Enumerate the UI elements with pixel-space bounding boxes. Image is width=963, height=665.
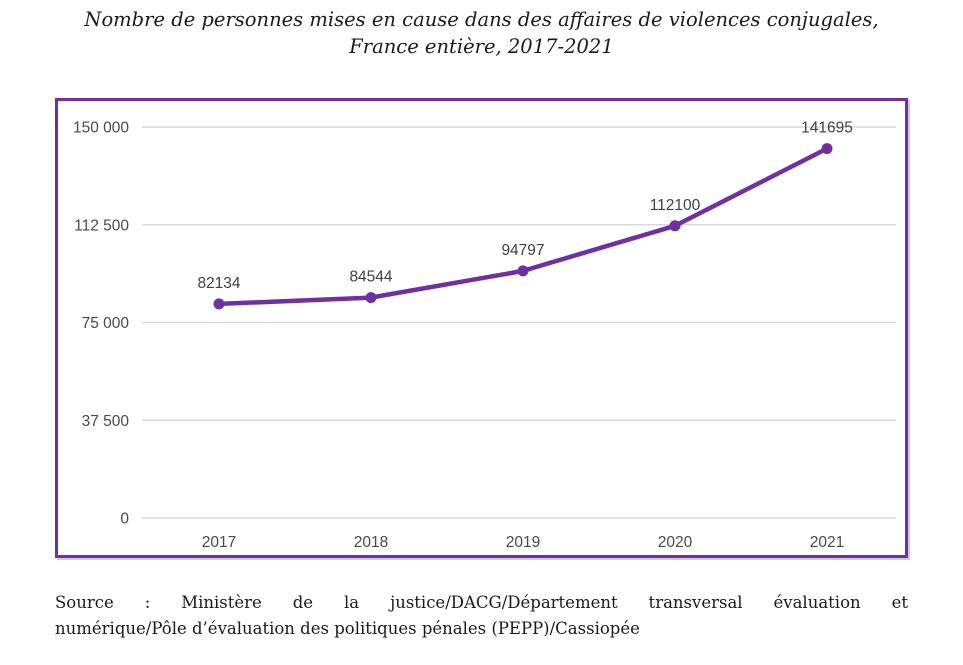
line-chart: 0 37 500 75 000 112 500 150 000 2017 2018 2019 2… bbox=[73, 120, 896, 551]
data-point-label: 112100 bbox=[650, 197, 701, 214]
chart-title-line2: France entière, 2017-2021 bbox=[349, 35, 614, 58]
y-axis-tick-label: 75 000 bbox=[82, 315, 130, 332]
x-axis-tick-label: 2017 bbox=[202, 534, 236, 551]
source-caption-line1: Source : Ministère de la justice/DACG/Dé… bbox=[55, 593, 908, 612]
data-point-marker bbox=[669, 220, 681, 232]
chart-title-line1: Nombre de personnes mises en cause dans … bbox=[84, 8, 879, 31]
data-point-marker bbox=[213, 298, 225, 310]
x-axis-tick-label: 2018 bbox=[354, 534, 388, 551]
data-point-marker bbox=[821, 143, 833, 155]
chart-title: Nombre de personnes mises en cause dans … bbox=[40, 6, 923, 60]
y-axis-tick-label: 150 000 bbox=[73, 120, 129, 137]
y-axis-tick-label: 0 bbox=[120, 511, 129, 528]
x-axis-tick-label: 2020 bbox=[658, 534, 693, 551]
data-point-marker bbox=[365, 292, 377, 304]
data-point-label: 84544 bbox=[349, 269, 392, 286]
data-point-label: 141695 bbox=[801, 120, 853, 137]
source-caption-line2: numérique/Pôle d’évaluation des politiqu… bbox=[55, 619, 640, 638]
x-axis-tick-label: 2021 bbox=[810, 534, 844, 551]
y-axis-tick-label: 37 500 bbox=[82, 413, 130, 430]
data-point-label: 82134 bbox=[197, 275, 240, 292]
data-point-marker bbox=[517, 265, 529, 277]
source-caption: Source : Ministère de la justice/DACG/Dé… bbox=[55, 590, 908, 642]
data-point-label: 94797 bbox=[501, 242, 544, 259]
x-axis-tick-label: 2019 bbox=[506, 534, 540, 551]
chart-frame: 0 37 500 75 000 112 500 150 000 2017 2018 2019 2… bbox=[55, 98, 908, 558]
data-line-series bbox=[216, 146, 830, 307]
y-axis-tick-label: 112 500 bbox=[74, 217, 129, 234]
